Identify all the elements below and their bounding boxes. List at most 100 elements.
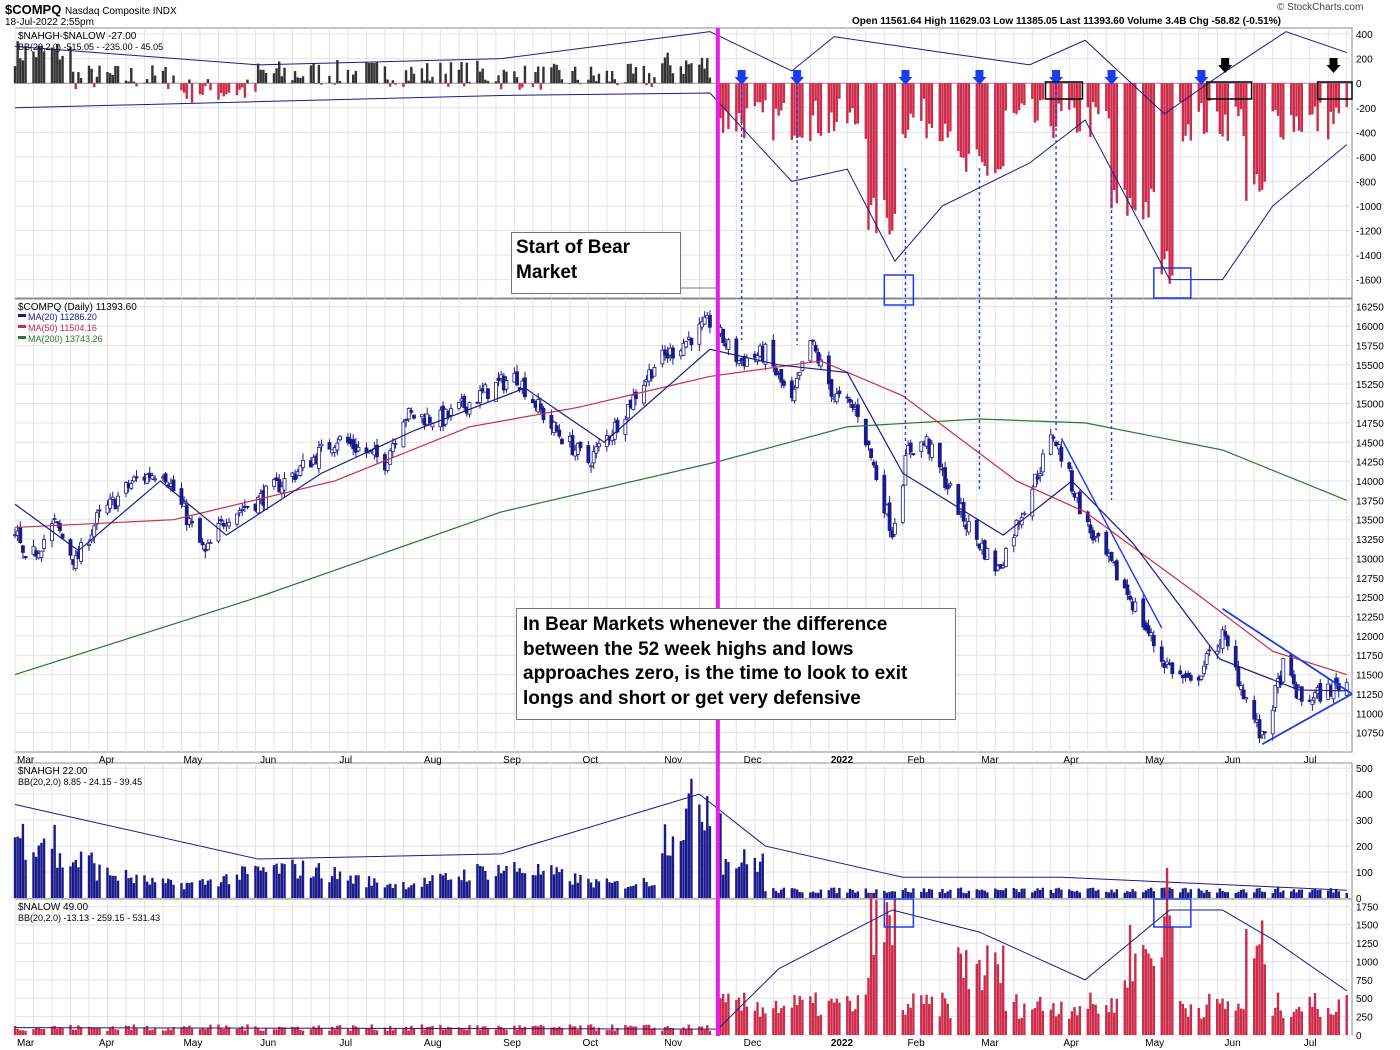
highs-bar: [801, 892, 804, 898]
lows-bar: [465, 1029, 469, 1035]
highs-bar: [790, 888, 794, 898]
diff-bar: [1276, 83, 1280, 116]
y-tick-label: -800: [1356, 177, 1376, 188]
diff-bar: [1295, 83, 1298, 117]
lows-bar: [867, 977, 870, 1035]
highs-bar: [1197, 888, 1200, 898]
lows-bar: [901, 1010, 905, 1035]
candle-body: [1011, 537, 1016, 547]
candle-body: [200, 541, 205, 546]
highs-bar: [1271, 893, 1274, 898]
lows-bar: [595, 1030, 598, 1035]
diff-bar: [610, 71, 614, 84]
lows-bar: [854, 1009, 857, 1035]
diff-bar: [962, 83, 965, 158]
lows-bar: [1202, 1017, 1206, 1035]
candle-body: [39, 550, 44, 559]
x-tick-label: Jun: [260, 1038, 276, 1049]
candle-body: [734, 338, 739, 363]
x-tick-label: Jun: [1225, 755, 1241, 766]
diff-bar: [291, 80, 294, 84]
diff-bar: [188, 79, 191, 84]
highs-bar: [647, 886, 651, 898]
candle-body: [68, 539, 73, 556]
lows-bar: [441, 1029, 445, 1035]
candle-body: [18, 526, 23, 543]
x-tick-label: Sep: [503, 1038, 521, 1049]
diff-bar: [811, 83, 815, 116]
candle-body: [863, 418, 868, 446]
highs-bar: [682, 839, 685, 898]
panel4-subtitle: BB(20,2.0) -13.13 - 259.15 - 531.43: [18, 913, 160, 923]
lows-bar: [835, 998, 838, 1035]
candle-body: [496, 377, 501, 382]
highs-bar: [32, 852, 35, 898]
lows-bar: [394, 1028, 397, 1035]
highs-bar: [957, 888, 960, 898]
lows-bar: [774, 1000, 778, 1035]
diff-bar: [283, 67, 286, 84]
lows-bar: [333, 1029, 336, 1035]
lows-bar: [1031, 1009, 1034, 1035]
highs-bar: [920, 891, 923, 898]
lows-bar: [34, 1027, 38, 1035]
lows-bar: [1097, 1013, 1100, 1035]
diff-bar: [1337, 83, 1340, 114]
candle-body: [87, 543, 91, 546]
highs-bar: [135, 874, 138, 898]
diff-bar: [312, 63, 315, 84]
highs-bar: [1319, 889, 1322, 898]
highs-bar: [124, 869, 128, 898]
diff-bar: [37, 45, 40, 84]
diff-bar: [182, 83, 186, 93]
lows-bar: [735, 999, 738, 1035]
highs-bar: [965, 893, 968, 898]
candle-body: [73, 555, 78, 570]
highs-bar: [521, 872, 524, 898]
candle-body: [882, 474, 887, 514]
diff-bar: [814, 83, 817, 101]
lows-bar: [1115, 998, 1119, 1035]
candle-body: [660, 349, 665, 365]
lows-bar: [264, 1028, 268, 1035]
highs-bar: [352, 883, 355, 898]
candle-body: [1299, 686, 1304, 702]
highs-bar: [666, 855, 669, 898]
highs-bar: [1200, 890, 1203, 898]
highs-bar: [962, 892, 965, 898]
lows-bar: [576, 1029, 580, 1035]
candle-body: [554, 425, 559, 432]
lows-bar: [299, 1029, 302, 1035]
diff-bar: [460, 62, 463, 84]
highs-bar: [811, 891, 815, 898]
diff-bar: [56, 43, 59, 84]
candle-body: [855, 404, 860, 418]
highs-bar: [698, 804, 701, 898]
candle-body: [316, 447, 321, 469]
lows-bar: [719, 998, 722, 1035]
highs-bar: [262, 867, 265, 898]
diff-bar: [217, 83, 220, 100]
diff-bar: [753, 83, 757, 107]
candle-body: [1310, 699, 1315, 705]
diff-bar: [1329, 83, 1333, 112]
diff-bar: [394, 83, 397, 85]
candle-body: [797, 371, 802, 376]
lows-bar: [412, 1028, 416, 1035]
diff-bar: [589, 66, 593, 84]
lows-bar: [1255, 945, 1259, 1035]
highs-bar: [777, 892, 780, 898]
y-tick-label: 14000: [1356, 477, 1384, 488]
candle-body: [829, 379, 834, 397]
highs-bar: [61, 867, 64, 898]
diff-bar: [1332, 83, 1335, 125]
lows-bar: [1334, 1011, 1338, 1035]
index-name: Nasdaq Composite INDX: [64, 6, 177, 17]
highs-bar: [835, 893, 838, 898]
lows-bar: [219, 1027, 223, 1035]
diff-bar: [478, 71, 482, 84]
highs-bar: [383, 887, 387, 898]
candle-body: [1257, 719, 1262, 739]
candle-body: [153, 478, 157, 481]
x-tick-label: Feb: [907, 755, 925, 766]
